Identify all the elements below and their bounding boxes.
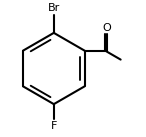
Text: O: O	[102, 23, 111, 33]
Text: Br: Br	[48, 3, 60, 13]
Text: F: F	[51, 121, 57, 131]
